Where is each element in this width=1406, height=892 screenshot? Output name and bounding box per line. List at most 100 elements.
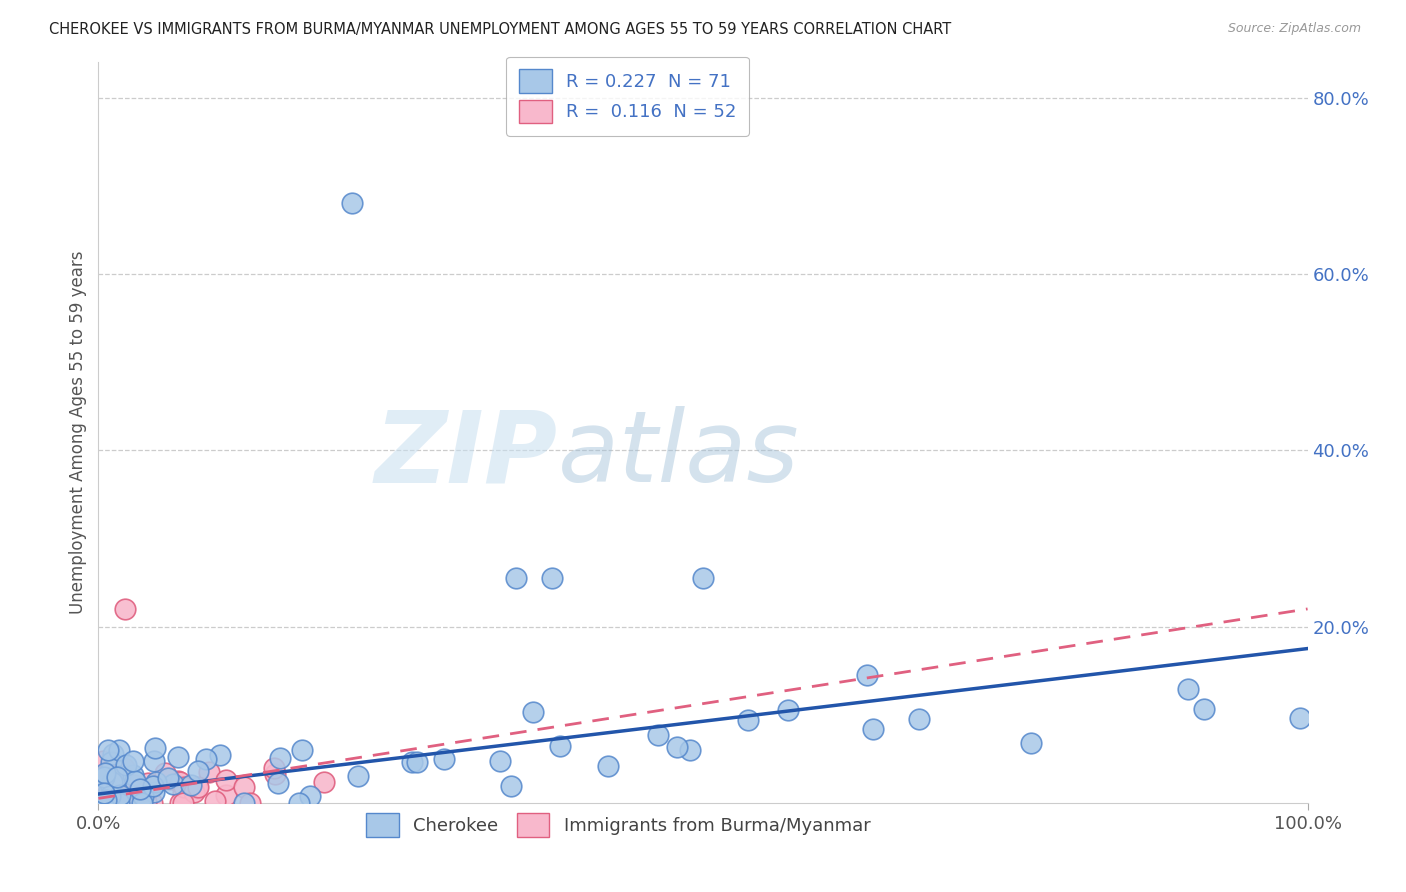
Point [288,796,311,810]
Point [90,771,112,785]
Point [104,793,127,807]
Point [100,779,122,793]
Point [94,767,117,781]
Point [342,196,364,211]
Point [142,779,165,793]
Point [104,789,127,803]
Point [96,793,118,807]
Point [108,743,131,757]
Text: ZIP: ZIP [375,407,558,503]
Point [91,793,114,807]
Point [93,766,115,780]
Point [101,747,124,762]
Point [100,796,122,810]
Point [90,796,112,810]
Point [522,705,544,719]
Point [167,749,190,764]
Point [187,764,209,778]
Point [232,796,254,810]
Point [128,782,150,797]
Point [124,778,146,792]
Text: CHEROKEE VS IMMIGRANTS FROM BURMA/MYANMAR UNEMPLOYMENT AMONG AGES 55 TO 59 YEARS: CHEROKEE VS IMMIGRANTS FROM BURMA/MYANMA… [49,22,952,37]
Point [737,714,759,728]
Point [145,774,167,789]
Point [97,796,120,810]
Point [314,775,336,789]
Point [862,723,884,737]
Point [93,796,115,810]
Point [157,771,180,785]
Point [115,791,138,805]
Point [115,758,138,772]
Point [269,751,291,765]
Point [93,796,115,810]
Point [548,739,571,753]
Point [907,712,929,726]
Point [112,760,135,774]
Point [186,780,208,795]
Point [263,767,285,781]
Point [105,770,128,784]
Point [120,792,142,806]
Point [1288,711,1310,725]
Point [120,796,142,810]
Point [159,772,181,786]
Point [489,754,512,768]
Point [108,796,131,810]
Point [134,787,156,801]
Point [91,794,114,808]
Point [93,770,115,784]
Point [153,765,176,780]
Point [291,743,314,757]
Point [98,790,121,805]
Point [647,728,669,742]
Point [169,774,191,789]
Point [856,668,879,682]
Point [433,751,456,765]
Point [101,775,124,789]
Point [124,773,146,788]
Point [143,741,166,756]
Point [111,796,134,810]
Point [90,796,112,810]
Point [596,758,619,772]
Point [100,783,122,797]
Point [141,796,163,810]
Point [93,791,115,805]
Point [94,796,117,810]
Text: atlas: atlas [558,407,800,503]
Point [135,795,157,809]
Point [347,768,370,782]
Point [162,777,184,791]
Point [187,780,209,794]
Point [93,786,115,800]
Point [122,754,145,768]
Legend: Cherokee, Immigrants from Burma/Myanmar: Cherokee, Immigrants from Burma/Myanmar [357,805,879,846]
Point [1177,682,1199,697]
Point [299,789,322,803]
Point [406,756,429,770]
Point [96,743,118,757]
Point [172,796,194,810]
Point [215,772,238,787]
Point [263,761,285,775]
Point [173,780,195,794]
Point [110,789,132,803]
Point [666,739,689,754]
Point [118,796,141,810]
Point [692,571,714,585]
Point [204,794,226,808]
Y-axis label: Unemployment Among Ages 55 to 59 years: Unemployment Among Ages 55 to 59 years [69,251,87,615]
Point [215,788,238,802]
Point [132,789,155,803]
Point [114,602,136,616]
Point [232,780,254,795]
Point [110,795,132,809]
Point [267,776,290,790]
Point [91,754,114,768]
Point [180,778,202,792]
Point [97,784,120,798]
Point [110,769,132,783]
Point [167,773,190,788]
Point [142,754,165,768]
